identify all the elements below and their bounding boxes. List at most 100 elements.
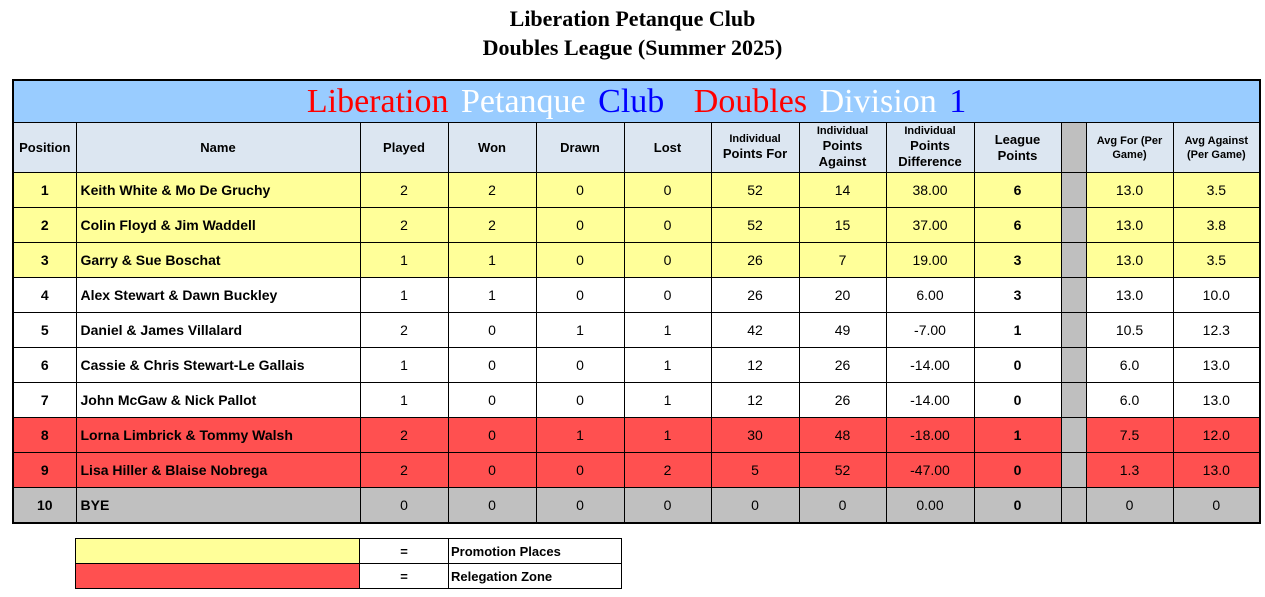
points-against-cell: 48 — [798, 417, 887, 453]
points-against-cell: 0 — [798, 487, 887, 524]
avg-against-cell: 12.0 — [1172, 417, 1261, 453]
banner-word: Doubles — [693, 82, 808, 120]
lost-cell: 1 — [623, 382, 712, 418]
points-for-cell: 52 — [710, 207, 800, 243]
col-header-avg-for: Avg For (Per Game) — [1085, 122, 1174, 173]
position-cell: 4 — [12, 277, 77, 313]
drawn-cell: 0 — [535, 382, 625, 418]
won-cell: 1 — [447, 277, 537, 313]
league-points-cell: 1 — [973, 312, 1062, 348]
table-row: 8 Lorna Limbrick & Tommy Walsh 2 0 1 1 30 48 -18… — [12, 417, 1261, 453]
avg-for-cell: 6.0 — [1085, 347, 1174, 383]
played-cell: 2 — [359, 172, 449, 208]
division-banner: Liberation Petanque Club Doubles Divisio… — [12, 79, 1261, 123]
avg-against-cell: 3.8 — [1172, 207, 1261, 243]
played-cell: 2 — [359, 312, 449, 348]
league-table: Liberation Petanque Club Doubles Divisio… — [12, 79, 1262, 524]
legend: = Promotion Places = Relegation Zone — [75, 538, 622, 589]
points-for-cell: 26 — [710, 242, 800, 278]
banner-word: Liberation — [306, 82, 449, 120]
points-against-cell: 7 — [798, 242, 887, 278]
legend-label-relegation: Relegation Zone — [448, 563, 622, 589]
avg-for-cell: 13.0 — [1085, 172, 1174, 208]
col-header-points-for-bottom: Points For — [722, 146, 788, 161]
avg-for-cell: 7.5 — [1085, 417, 1174, 453]
drawn-cell: 0 — [535, 277, 625, 313]
column-separator — [1060, 122, 1087, 173]
position-cell: 3 — [12, 242, 77, 278]
column-separator — [1060, 312, 1087, 348]
points-difference-cell: 0.00 — [885, 487, 975, 524]
col-header-points-against-top: Individual — [816, 125, 869, 137]
col-header-points-diff-top: Individual — [904, 125, 956, 137]
lost-cell: 0 — [623, 207, 712, 243]
position-cell: 9 — [12, 452, 77, 488]
position-cell: 6 — [12, 347, 77, 383]
name-cell: Lorna Limbrick & Tommy Walsh — [75, 417, 361, 453]
league-points-cell: 3 — [973, 277, 1062, 313]
column-separator — [1060, 207, 1087, 243]
table-body: 1 Keith White & Mo De Gruchy 2 2 0 0 52 14 38.00… — [12, 172, 1261, 524]
position-cell: 7 — [12, 382, 77, 418]
won-cell: 0 — [447, 382, 537, 418]
played-cell: 1 — [359, 277, 449, 313]
avg-against-cell: 12.3 — [1172, 312, 1261, 348]
col-header-points-difference: Individual Points Difference — [885, 122, 975, 173]
banner-word: 1 — [949, 82, 967, 120]
column-separator — [1060, 417, 1087, 453]
table-row: 4 Alex Stewart & Dawn Buckley 1 1 0 0 26 20 6.00… — [12, 277, 1261, 313]
column-separator — [1060, 452, 1087, 488]
col-header-avg-against: Avg Against (Per Game) — [1172, 122, 1261, 173]
lost-cell: 1 — [623, 312, 712, 348]
avg-for-cell: 1.3 — [1085, 452, 1174, 488]
avg-for-cell: 13.0 — [1085, 277, 1174, 313]
lost-cell: 0 — [623, 172, 712, 208]
avg-for-cell: 0 — [1085, 487, 1174, 524]
points-difference-cell: -18.00 — [885, 417, 975, 453]
won-cell: 0 — [447, 312, 537, 348]
table-row: 1 Keith White & Mo De Gruchy 2 2 0 0 52 14 38.00… — [12, 172, 1261, 208]
lost-cell: 0 — [623, 277, 712, 313]
points-for-cell: 42 — [710, 312, 800, 348]
col-header-drawn: Drawn — [535, 122, 625, 173]
played-cell: 1 — [359, 382, 449, 418]
position-cell: 2 — [12, 207, 77, 243]
played-cell: 1 — [359, 242, 449, 278]
lost-cell: 1 — [623, 417, 712, 453]
column-separator — [1060, 487, 1087, 524]
won-cell: 0 — [447, 452, 537, 488]
league-points-cell: 1 — [973, 417, 1062, 453]
name-cell: Cassie & Chris Stewart-Le Gallais — [75, 347, 361, 383]
table-row: 5 Daniel & James Villalard 2 0 1 1 42 49 -7.00 1 1… — [12, 312, 1261, 348]
col-header-points-for-top: Individual — [729, 133, 781, 145]
points-difference-cell: 37.00 — [885, 207, 975, 243]
name-cell: Garry & Sue Boschat — [75, 242, 361, 278]
table-row: 2 Colin Floyd & Jim Waddell 2 2 0 0 52 15 37.00 6… — [12, 207, 1261, 243]
avg-against-cell: 13.0 — [1172, 347, 1261, 383]
played-cell: 2 — [359, 452, 449, 488]
lost-cell: 0 — [623, 487, 712, 524]
column-separator — [1060, 347, 1087, 383]
avg-against-cell: 10.0 — [1172, 277, 1261, 313]
page-subtitle: Doubles League (Summer 2025) — [482, 35, 783, 60]
col-header-league-points: League Points — [973, 122, 1062, 173]
league-points-cell: 0 — [973, 452, 1062, 488]
played-cell: 1 — [359, 347, 449, 383]
avg-for-cell: 6.0 — [1085, 382, 1174, 418]
name-cell: BYE — [75, 487, 361, 524]
won-cell: 0 — [447, 487, 537, 524]
points-difference-cell: -14.00 — [885, 382, 975, 418]
points-against-cell: 52 — [798, 452, 887, 488]
col-header-played: Played — [359, 122, 449, 173]
points-difference-cell: 38.00 — [885, 172, 975, 208]
points-for-cell: 52 — [710, 172, 800, 208]
points-for-cell: 5 — [710, 452, 800, 488]
column-separator — [1060, 382, 1087, 418]
name-cell: Lisa Hiller & Blaise Nobrega — [75, 452, 361, 488]
won-cell: 2 — [447, 207, 537, 243]
won-cell: 1 — [447, 242, 537, 278]
column-separator — [1060, 172, 1087, 208]
table-row: 3 Garry & Sue Boschat 1 1 0 0 26 7 19.00 3 13.0 3.5 — [12, 242, 1261, 278]
name-cell: John McGaw & Nick Pallot — [75, 382, 361, 418]
avg-against-cell: 13.0 — [1172, 382, 1261, 418]
